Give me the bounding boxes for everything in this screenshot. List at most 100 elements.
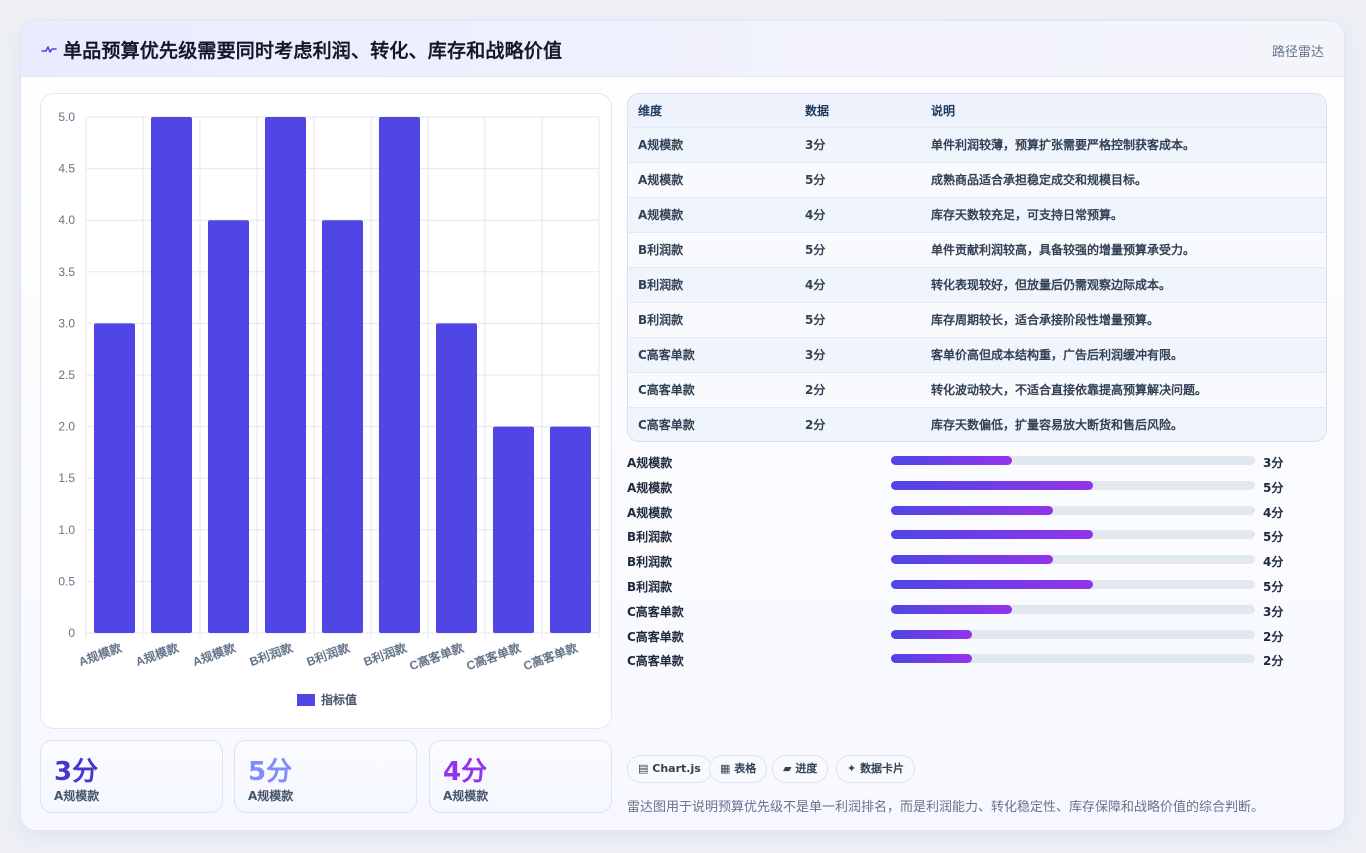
legend-label: 指标值: [321, 692, 357, 707]
y-tick-label: 5.0: [58, 110, 75, 124]
column-header: 数据: [805, 103, 830, 118]
progress-track: [891, 480, 1255, 490]
table-cell: C高客单款: [638, 418, 695, 433]
table-cell: B利润款: [638, 278, 684, 292]
progress-fill: [891, 579, 1094, 589]
bar: [264, 117, 307, 633]
header-bar: 单品预算优先级需要同时考虑利润、转化、库存和战略价值 路径雷达: [21, 21, 1344, 77]
bar: [492, 426, 535, 633]
table-row: C高客单款 2分 库存天数偏低，扩量容易放大断货和售后风险。: [628, 407, 1326, 441]
progress-fill: [891, 505, 1053, 515]
table-cell: 5分: [805, 173, 826, 187]
progress-label: B利润款: [627, 555, 673, 570]
progress-fill: [891, 480, 1094, 490]
chip-table[interactable]: ▦ 表格: [709, 755, 768, 783]
table-cell: 单件利润较薄，预算扩张需要严格控制获客成本。: [931, 138, 1196, 152]
table-cell: 5分: [805, 313, 826, 327]
progress-fill: [891, 629, 972, 639]
data-table: 维度 数据 说明 A规模款 3分 单件利润较薄，预算扩张需要严格控制获客成本。 A规…: [627, 93, 1327, 442]
y-tick-label: 2.5: [58, 368, 75, 382]
progress-row: C高客单款 3分: [627, 601, 1307, 626]
table-cell: 4分: [805, 278, 826, 292]
x-tick-label: A规模款: [76, 639, 124, 669]
sparkle-icon: ✦: [847, 762, 857, 775]
table-cell: C高客单款: [638, 383, 695, 397]
y-tick-label: 0.5: [58, 574, 75, 588]
bar: [207, 220, 250, 633]
progress-fill: [891, 530, 1094, 540]
column-header: 说明: [931, 103, 956, 118]
y-tick-label: 4.0: [58, 213, 75, 227]
table-row: A规模款 3分 单件利润较薄，预算扩张需要严格控制获客成本。: [628, 127, 1326, 162]
bar: [150, 117, 193, 633]
kpi-card-2: 5分 A规模款: [234, 740, 417, 813]
table-cell: 4分: [805, 208, 826, 222]
chip-data-card[interactable]: ✦ 数据卡片: [836, 755, 916, 783]
progress-value: 4分: [1263, 505, 1284, 520]
progress-track: [891, 456, 1255, 465]
table-cell: B利润款: [638, 313, 684, 327]
table-icon: ▦: [720, 762, 731, 775]
x-tick-label: C高客单款: [407, 639, 466, 673]
table-cell: 成熟商品适合承担稳定成交和规模目标。: [931, 173, 1148, 187]
table-cell: 库存周期较长，适合承接阶段性增量预算。: [931, 313, 1160, 327]
progress-value: 2分: [1263, 629, 1284, 644]
progress-label: A规模款: [627, 456, 673, 470]
chip-chartjs[interactable]: ▤ Chart.js: [627, 755, 712, 783]
progress-label: C高客单款: [627, 629, 684, 644]
kpi-value: 3分: [54, 757, 99, 787]
x-tick-label: C高客单款: [464, 639, 523, 673]
progress-list: A规模款 3分 A规模款 5分 A规模款 4分 B利润款 5分 B利润款 4分 B利润款 5…: [627, 452, 1307, 675]
progress-fill: [891, 604, 1013, 614]
progress-row: A规模款 3分: [627, 452, 1307, 477]
chip-progress[interactable]: ▰ 进度: [772, 755, 829, 783]
kpi-label: A规模款: [443, 789, 489, 803]
column-header: 维度: [638, 103, 663, 118]
table-cell: A规模款: [638, 138, 684, 152]
y-tick-label: 3.5: [58, 265, 75, 279]
progress-fill: [891, 654, 972, 664]
y-tick-label: 3.0: [58, 316, 75, 330]
progress-value: 3分: [1263, 604, 1284, 619]
table-cell: 单件贡献利润较高，具备较强的增量预算承受力。: [931, 243, 1196, 257]
progress-track: [891, 530, 1255, 540]
kpi-card-1: 3分 A规模款: [40, 740, 223, 813]
progress-value: 3分: [1263, 456, 1284, 470]
progress-track: [891, 604, 1255, 614]
bar-chart: 0 0.5 1.0 1.5 2.0 2.5 3.0 3.5 4.0 4.5 5.0 A规模款 A规模款 A…: [58, 110, 600, 707]
table-cell: 客单价高但成本结构重，广告后利润缓冲有限。: [931, 348, 1184, 362]
progress-value: 5分: [1263, 579, 1284, 594]
table-row: C高客单款 3分 客单价高但成本结构重，广告后利润缓冲有限。: [628, 337, 1326, 372]
table-cell: 3分: [805, 348, 826, 362]
progress-value: 5分: [1263, 530, 1284, 545]
table-cell: C高客单款: [638, 348, 695, 362]
table-row: A规模款 4分 库存天数较充足，可支持日常预算。: [628, 197, 1326, 232]
progress-track: [891, 505, 1255, 515]
y-tick-label: 1.5: [58, 471, 75, 485]
kpi-label: A规模款: [248, 789, 294, 803]
x-tick-label: A规模款: [133, 639, 181, 669]
progress-label: B利润款: [627, 530, 673, 545]
table-cell: 3分: [805, 138, 826, 152]
progress-icon: ▰: [783, 762, 792, 775]
progress-label: B利润款: [627, 579, 673, 594]
progress-label: A规模款: [627, 505, 673, 520]
progress-row: B利润款 4分: [627, 551, 1307, 576]
table-cell: A规模款: [638, 208, 684, 222]
progress-row: C高客单款 2分: [627, 626, 1307, 651]
kpi-value: 4分: [443, 757, 488, 787]
x-tick-label: B利润款: [304, 639, 352, 669]
progress-fill: [891, 456, 1013, 465]
table-cell: A规模款: [638, 173, 684, 187]
y-tick-label: 2.0: [58, 420, 75, 434]
table-header-row: 维度 数据 说明: [628, 94, 1326, 127]
page-title: 单品预算优先级需要同时考虑利润、转化、库存和战略价值: [63, 40, 563, 62]
x-tick-label: A规模款: [190, 639, 238, 669]
progress-row: C高客单款 2分: [627, 650, 1307, 675]
table-row: C高客单款 2分 转化波动较大，不适合直接依靠提高预算解决问题。: [628, 372, 1326, 407]
table-row: B利润款 5分 库存周期较长，适合承接阶段性增量预算。: [628, 302, 1326, 337]
progress-track: [891, 555, 1255, 565]
table-cell: 转化表现较好，但放量后仍需观察边际成本。: [931, 278, 1172, 292]
progress-track: [891, 579, 1255, 589]
bar-chart-panel: 0 0.5 1.0 1.5 2.0 2.5 3.0 3.5 4.0 4.5 5.0 A规模款 A规模款 A…: [40, 93, 612, 729]
